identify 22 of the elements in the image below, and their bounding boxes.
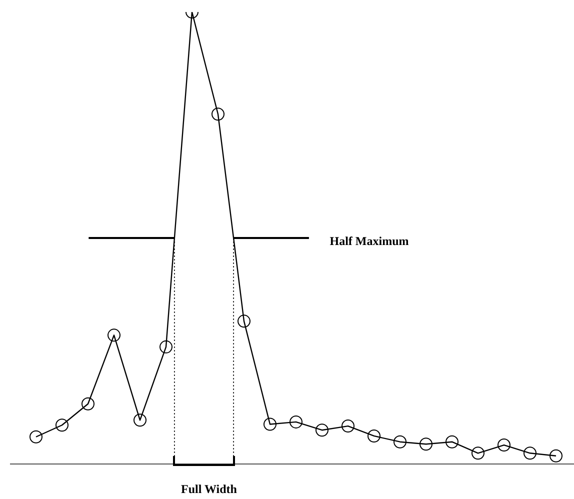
point xyxy=(160,340,172,354)
point xyxy=(394,435,406,448)
point xyxy=(524,446,536,460)
point xyxy=(82,397,94,410)
point xyxy=(498,438,510,452)
point xyxy=(550,449,562,462)
point xyxy=(264,418,276,431)
point xyxy=(238,314,250,328)
ref-line-label: Half Maximum xyxy=(330,234,409,248)
point xyxy=(472,446,484,460)
text: Full Width xyxy=(181,482,238,496)
point xyxy=(108,328,120,342)
point xyxy=(342,420,354,433)
point xyxy=(134,414,146,427)
point xyxy=(290,415,302,428)
point xyxy=(56,418,68,432)
point xyxy=(420,438,432,451)
point xyxy=(212,108,224,121)
point xyxy=(368,429,380,442)
point xyxy=(446,435,458,448)
point xyxy=(30,430,42,444)
point xyxy=(316,424,328,437)
